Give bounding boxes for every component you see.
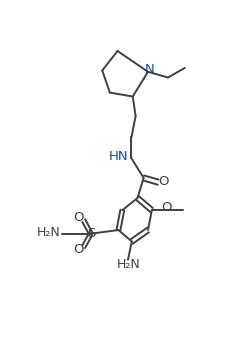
Text: H₂N: H₂N <box>37 226 61 239</box>
Text: O: O <box>159 175 169 188</box>
Text: O: O <box>161 201 172 214</box>
Text: H₂N: H₂N <box>117 258 140 271</box>
Text: HN: HN <box>109 150 129 163</box>
Text: O: O <box>73 211 84 224</box>
Text: S: S <box>87 227 95 240</box>
Text: N: N <box>145 63 154 76</box>
Text: O: O <box>73 243 84 256</box>
